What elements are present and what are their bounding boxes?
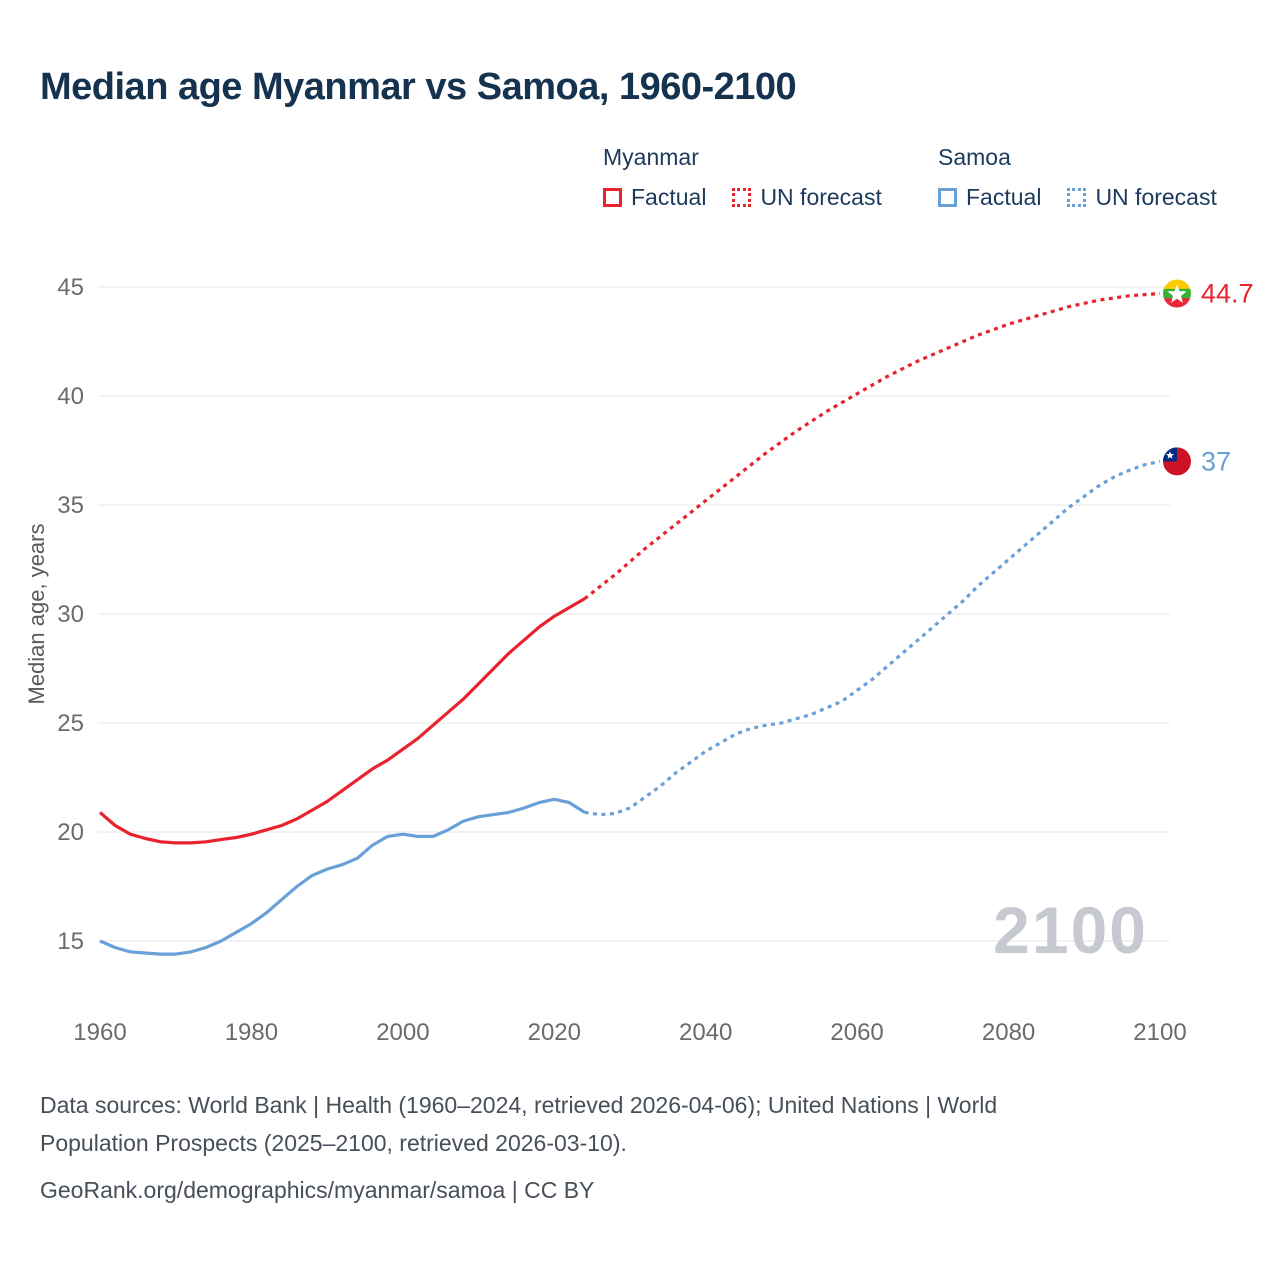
- page-title: Median age Myanmar vs Samoa, 1960-2100: [40, 66, 797, 108]
- x-tick-label: 2100: [1133, 1019, 1186, 1046]
- legend-myanmar-factual: Factual: [603, 184, 706, 211]
- myanmar-factual-swatch-icon: [603, 188, 622, 207]
- legend-samoa-forecast-label: UN forecast: [1095, 184, 1217, 210]
- legend-samoa-row: Factual UN forecast: [938, 184, 1217, 211]
- myanmar-forecast-line: [583, 291, 1161, 600]
- y-tick-label: 20: [57, 819, 84, 846]
- legend-myanmar-forecast-label: UN forecast: [760, 184, 882, 210]
- myanmar-forecast-end-value: 44.7: [1201, 279, 1254, 309]
- chart-watermark: 2100: [993, 893, 1148, 967]
- legend-myanmar-row: Factual UN forecast: [603, 184, 882, 211]
- y-tick-label: 40: [57, 383, 84, 410]
- y-tick-label: 15: [57, 928, 84, 955]
- x-tick-label: 2000: [376, 1019, 429, 1046]
- legend-samoa-factual-label: Factual: [966, 184, 1042, 210]
- x-tick-label: 2040: [679, 1019, 732, 1046]
- legend-myanmar-forecast: UN forecast: [732, 184, 882, 211]
- data-sources-line-2: Population Prospects (2025–2100, retriev…: [40, 1130, 627, 1156]
- median-age-line-chart: 15 20 25 30 35 40 45 1960 1980 2000 2020 2040 2060 20…: [24, 274, 1254, 1046]
- x-tick-label: 2020: [528, 1019, 581, 1046]
- legend-myanmar-factual-label: Factual: [631, 184, 707, 210]
- samoa-flag-dot-icon: [1163, 447, 1191, 476]
- myanmar-forecast-swatch-icon: [732, 188, 752, 207]
- y-tick-label: 25: [57, 710, 84, 737]
- data-sources-line-1: Data sources: World Bank | Health (1960–…: [40, 1092, 998, 1118]
- y-tick-label: 45: [57, 274, 84, 301]
- x-tick-label: 2060: [830, 1019, 883, 1046]
- legend-group-myanmar: Myanmar Factual UN forecast: [603, 144, 882, 211]
- legend-group-samoa: Samoa Factual UN forecast: [938, 144, 1217, 211]
- samoa-forecast-swatch-icon: [1067, 188, 1087, 207]
- legend-samoa-forecast: UN forecast: [1067, 184, 1217, 211]
- samoa-factual-swatch-icon: [938, 188, 957, 207]
- legend-samoa-name: Samoa: [938, 144, 1011, 170]
- samoa-factual-line: [99, 797, 586, 956]
- samoa-forecast-line: [584, 459, 1161, 817]
- footer: Data sources: World Bank | Health (1960–…: [40, 1086, 997, 1209]
- myanmar-flag-dot-icon: [1163, 279, 1191, 308]
- y-tick-label: 35: [57, 492, 84, 519]
- x-tick-label: 1980: [225, 1019, 278, 1046]
- attribution-line: GeoRank.org/demographics/myanmar/samoa |…: [40, 1177, 595, 1203]
- myanmar-factual-line: [98, 597, 586, 845]
- legend-samoa-factual: Factual: [938, 184, 1041, 211]
- y-axis-label: Median age, years: [24, 524, 49, 705]
- x-tick-label: 2080: [982, 1019, 1035, 1046]
- y-tick-label: 30: [57, 601, 84, 628]
- samoa-forecast-end-value: 37: [1201, 446, 1231, 476]
- legend-myanmar-name: Myanmar: [603, 144, 699, 170]
- x-tick-label: 1960: [73, 1019, 126, 1046]
